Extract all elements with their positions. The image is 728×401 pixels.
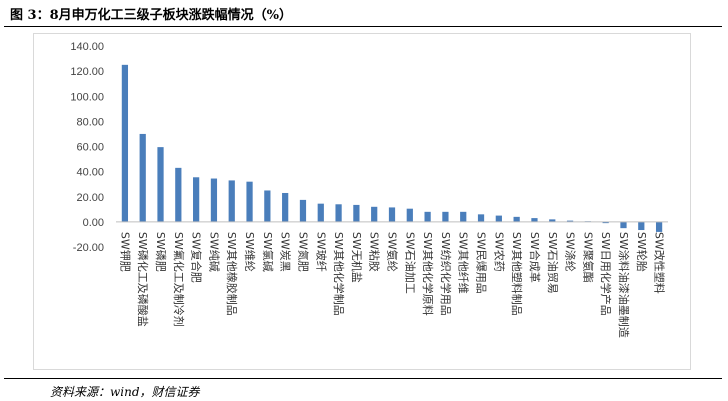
x-tick-label: SW民爆用品: [475, 232, 489, 294]
figure-title: 图 3：8月申万化工三级子板块涨跌幅情况（%）: [10, 8, 292, 23]
x-tick-label: SW纺织化学用品: [439, 232, 453, 316]
bar: [406, 208, 413, 222]
x-tick-label: SW氨纶: [386, 232, 400, 272]
x-tick-label: SW石油加工: [403, 232, 417, 294]
bar: [442, 211, 449, 222]
x-tick-label: SW磷化工及磷酸盐: [136, 232, 150, 327]
y-tick-label: 80.00: [76, 116, 104, 128]
bar: [264, 190, 271, 222]
x-tick-label: SW其他化学原料: [421, 232, 435, 316]
x-tick-label: SW其他化学制品: [332, 232, 346, 316]
x-axis-labels: SW钾肥 SW磷化工及磷酸盐 SW磷肥 SW氟化工及制冷剂 SW复合肥 SW纯碱 SW其他橡…: [118, 232, 666, 338]
bar: [193, 177, 200, 222]
bar: [460, 211, 467, 222]
bar: [602, 221, 609, 224]
bar: [495, 215, 502, 222]
y-axis: 140.00 120.00 100.00 80.00 60.00 40.00 20.00 0.…: [70, 41, 104, 254]
bar: [549, 219, 556, 222]
bar: [620, 221, 627, 229]
bar: [566, 220, 574, 222]
bar: [655, 221, 663, 232]
bar: [388, 207, 396, 222]
y-tick-label: 60.00: [76, 142, 104, 154]
bar: [513, 216, 520, 222]
bar: [246, 181, 253, 222]
bar: [121, 64, 129, 222]
bottom-rule: [4, 378, 722, 379]
bar: [317, 203, 324, 222]
x-tick-label: SW纯碱: [207, 232, 220, 272]
x-tick-label: SW石油贸易: [546, 232, 560, 294]
x-tick-label: SW涂料油漆油墨制造: [617, 232, 631, 338]
x-tick-label: SW复合肥: [190, 232, 204, 283]
bars: [121, 64, 663, 232]
x-tick-label: SW涤纶: [564, 232, 578, 272]
bar: [353, 204, 360, 222]
y-tick-label: 40.00: [76, 167, 104, 179]
bar: [175, 167, 182, 222]
y-tick-label: -20.00: [73, 242, 104, 254]
bar: [299, 199, 307, 222]
y-tick-label: 0.00: [83, 217, 104, 229]
bar: [282, 192, 289, 222]
bar: [157, 147, 164, 222]
x-tick-label: SW炭黑: [279, 232, 292, 272]
x-tick-label: SW氯碱: [261, 232, 275, 272]
x-tick-label: SW农药: [492, 232, 506, 272]
bar: [371, 206, 378, 222]
bar: [335, 204, 342, 222]
x-tick-label: SW日用化学产品: [599, 232, 613, 316]
bar: [139, 133, 146, 222]
x-tick-label: SW磷肥: [154, 232, 167, 272]
bar: [424, 211, 431, 222]
bar: [531, 218, 538, 222]
bar: [228, 180, 235, 222]
x-tick-label: SW合成革: [528, 232, 542, 283]
y-tick-label: 140.00: [70, 41, 104, 53]
x-tick-label: SW氟化工及制冷剂: [172, 232, 186, 327]
source-note: 资料来源：wind，财信证券: [50, 385, 200, 399]
top-rule: [4, 26, 722, 27]
x-tick-label: SW粘胶: [368, 232, 382, 272]
x-tick-label: SW聚氨酯: [581, 232, 594, 283]
bar: [477, 214, 485, 222]
x-tick-label: SW其他塑料制品: [510, 232, 524, 316]
x-tick-label: SW玻纤: [314, 232, 327, 272]
x-tick-label: SW维纶: [243, 232, 257, 272]
x-tick-label: SW其他纤维: [457, 232, 470, 294]
x-tick-label: SW氮肥: [296, 232, 310, 272]
bar: [210, 178, 218, 222]
y-tick-label: 120.00: [70, 66, 104, 78]
y-tick-label: 20.00: [76, 192, 104, 204]
y-tick-label: 100.00: [70, 91, 104, 103]
x-tick-label: SW改性塑料: [653, 232, 667, 294]
x-tick-label: SW无机盐: [350, 232, 364, 283]
bar: [638, 221, 645, 231]
x-tick-label: SW其他橡胶制品: [225, 232, 239, 316]
x-tick-label: SW钾肥: [118, 232, 132, 272]
plot-frame: [33, 33, 691, 370]
x-tick-label: SW轮胎: [635, 232, 649, 272]
